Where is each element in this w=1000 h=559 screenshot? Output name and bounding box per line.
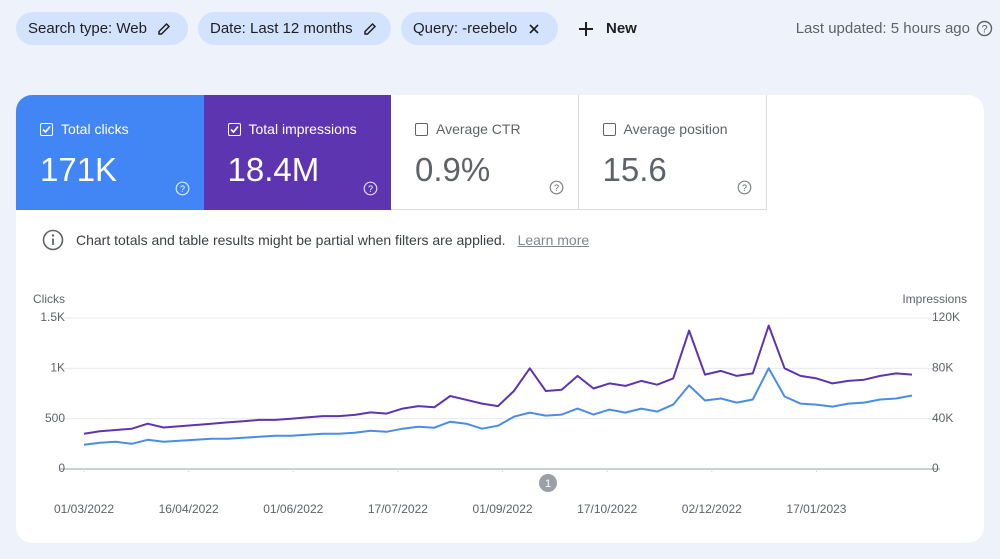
checkbox[interactable] <box>227 122 241 136</box>
y2-tick-label: 40K <box>932 411 953 425</box>
checkbox[interactable] <box>40 122 53 136</box>
card-value: 18.4M <box>227 151 320 188</box>
performance-panel: Total clicks 171K? Total impressions 18.4M?… <box>16 95 984 543</box>
info-icon <box>42 229 64 251</box>
new-label: New <box>606 20 637 37</box>
svg-text:?: ? <box>554 183 559 193</box>
filter-chip[interactable]: Query: -reebelo <box>401 12 558 45</box>
filter-label: Date: Last 12 months <box>210 20 353 37</box>
x-tick-label: 17/10/2022 <box>577 502 637 516</box>
metric-card[interactable]: Average position 15.6? <box>578 95 767 210</box>
new-filter-button[interactable]: New <box>578 12 637 45</box>
help-icon[interactable]: ? <box>363 181 378 196</box>
notice-text: Chart totals and table results might be … <box>76 232 506 248</box>
svg-text:?: ? <box>180 184 185 194</box>
annotation-marker[interactable]: 1 <box>539 474 557 492</box>
svg-text:?: ? <box>367 184 372 194</box>
y-tick-label: 500 <box>45 411 65 425</box>
help-icon[interactable]: ? <box>175 181 190 196</box>
card-label: Average CTR <box>436 121 521 137</box>
y-tick-label: 1.5K <box>40 310 65 324</box>
checkbox[interactable] <box>415 122 428 136</box>
x-tick-label: 01/06/2022 <box>263 502 323 516</box>
help-icon[interactable]: ? <box>737 180 752 195</box>
x-tick-label: 17/01/2023 <box>786 502 846 516</box>
y-tick-label: 0 <box>58 461 65 475</box>
y2-axis-title: Impressions <box>902 292 967 306</box>
y-axis-title: Clicks <box>33 292 65 306</box>
learn-more-link[interactable]: Learn more <box>517 232 590 248</box>
x-tick-label: 02/12/2022 <box>682 502 742 516</box>
card-label: Total clicks <box>61 121 129 137</box>
metric-card[interactable]: Total clicks 171K? <box>16 95 204 210</box>
checkbox[interactable] <box>602 122 616 136</box>
filter-chip[interactable]: Date: Last 12 months <box>198 12 391 45</box>
card-label: Average position <box>623 121 728 137</box>
metric-card[interactable]: Average CTR 0.9%? <box>391 95 579 210</box>
plus-icon <box>579 21 593 36</box>
help-icon[interactable]: ? <box>549 180 564 195</box>
metric-card[interactable]: Total impressions 18.4M? <box>203 95 392 210</box>
y2-tick-label: 120K <box>932 310 960 324</box>
filter-label: Search type: Web <box>28 20 147 37</box>
card-value: 171K <box>40 151 118 188</box>
edit-icon <box>363 22 376 35</box>
series-line <box>83 324 913 435</box>
svg-text:?: ? <box>981 24 987 36</box>
y-tick-label: 1K <box>50 361 65 375</box>
filter-label: Query: -reebelo <box>413 20 518 37</box>
annotation-label: 1 <box>545 478 551 490</box>
x-tick-label: 16/04/2022 <box>159 502 219 516</box>
x-tick-label: 01/09/2022 <box>473 502 533 516</box>
x-tick-label: 17/07/2022 <box>368 502 428 516</box>
card-value: 0.9% <box>415 151 491 188</box>
y2-tick-label: 0 <box>932 461 939 475</box>
notice: Chart totals and table results might be … <box>42 229 589 251</box>
y2-tick-label: 80K <box>932 361 953 375</box>
help-icon[interactable]: ? <box>976 20 993 37</box>
close-icon[interactable] <box>527 22 541 36</box>
edit-icon <box>158 22 171 35</box>
card-value: 15.6 <box>602 151 667 188</box>
filter-chip[interactable]: Search type: Web <box>16 12 188 45</box>
series-line <box>83 367 913 446</box>
svg-text:?: ? <box>741 183 746 193</box>
x-tick-label: 01/03/2022 <box>54 502 114 516</box>
card-label: Total impressions <box>248 121 357 137</box>
last-updated: Last updated: 5 hours ago <box>795 20 970 37</box>
